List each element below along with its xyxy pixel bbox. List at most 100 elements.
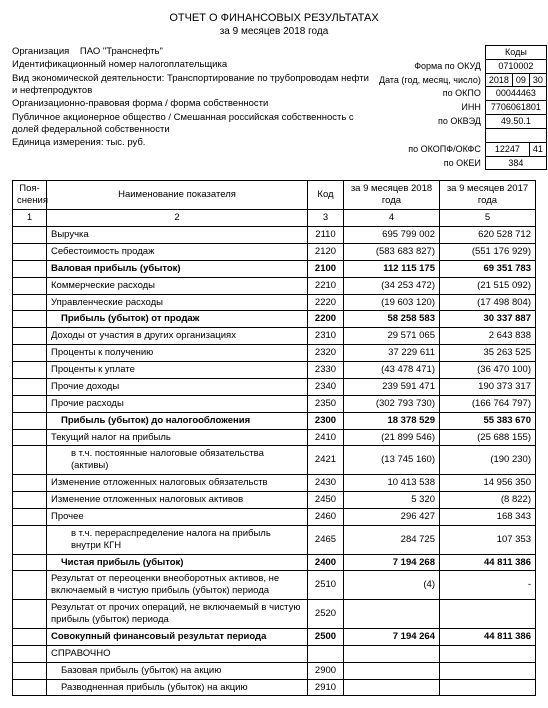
row-v17 <box>440 600 536 629</box>
row-v18: 284 725 <box>344 525 440 554</box>
table-row: Валовая прибыль (убыток)2100112 115 1756… <box>13 260 536 277</box>
row-name: Результат от переоценки внеоборотных акт… <box>47 571 308 600</box>
row-code: 2340 <box>308 378 344 395</box>
row-code: 2310 <box>308 328 344 345</box>
row-v17: (190 230) <box>440 446 536 475</box>
row-poy <box>13 571 47 600</box>
row-v18: 695 799 002 <box>344 227 440 244</box>
row-v17: 44 811 386 <box>440 628 536 645</box>
row-code: 2400 <box>308 554 344 571</box>
row-poy <box>13 475 47 492</box>
row-name: Прибыль (убыток) до налогообложения <box>47 412 308 429</box>
row-code: 2460 <box>308 508 344 525</box>
row-poy <box>13 628 47 645</box>
row-code: 2220 <box>308 294 344 311</box>
okopf2: 41 <box>529 142 546 156</box>
row-code: 2500 <box>308 628 344 645</box>
row-code: 2421 <box>308 446 344 475</box>
row-v17: 620 528 712 <box>440 227 536 244</box>
okei-label: по ОКЕИ <box>376 156 485 170</box>
col-2018: за 9 месяцев 2018 года <box>344 181 440 210</box>
coln-4: 4 <box>344 210 440 227</box>
row-v18: (583 683 827) <box>344 243 440 260</box>
okud-label: Форма по ОКУД <box>376 59 485 73</box>
col-2017: за 9 месяцев 2017 года <box>440 181 536 210</box>
coln-5: 5 <box>440 210 536 227</box>
row-code: 2320 <box>308 345 344 362</box>
row-poy <box>13 554 47 571</box>
row-code: 2200 <box>308 311 344 328</box>
row-v17: (36 470 100) <box>440 362 536 379</box>
row-name: Коммерческие расходы <box>47 277 308 294</box>
okopf-label: по ОКОПФ/ОКФС <box>376 142 485 156</box>
row-poy <box>13 508 47 525</box>
codes-header: Коды <box>485 46 546 60</box>
date-m: 09 <box>512 73 529 87</box>
report-subtitle: за 9 месяцев 2018 года <box>12 26 536 37</box>
row-poy <box>13 311 47 328</box>
okved-label: по ОКВЭД <box>376 114 485 128</box>
table-row: Изменение отложенных налоговых обязатель… <box>13 475 536 492</box>
row-v17: - <box>440 571 536 600</box>
report-title: ОТЧЕТ О ФИНАНСОВЫХ РЕЗУЛЬТАТАХ <box>12 12 536 24</box>
okved: 49.50.1 <box>485 114 546 128</box>
row-poy <box>13 492 47 509</box>
row-v17: 107 353 <box>440 525 536 554</box>
row-v18: (19 603 120) <box>344 294 440 311</box>
row-v17: 190 373 317 <box>440 378 536 395</box>
row-v17: (21 515 092) <box>440 277 536 294</box>
row-poy <box>13 260 47 277</box>
table-row: Базовая прибыль (убыток) на акцию2900 <box>13 662 536 679</box>
okopf1: 12247 <box>485 142 529 156</box>
row-v18: 58 258 583 <box>344 311 440 328</box>
form-value: Публичное акционерное общество / Смешанн… <box>12 112 370 137</box>
activity-label: Вид экономической деятельности: Транспор… <box>12 73 370 98</box>
row-v18: (4) <box>344 571 440 600</box>
row-code: 2210 <box>308 277 344 294</box>
row-v18: 296 427 <box>344 508 440 525</box>
row-name: Доходы от участия в других организациях <box>47 328 308 345</box>
table-row: СПРАВОЧНО <box>13 645 536 662</box>
table-row: Прибыль (убыток) от продаж220058 258 583… <box>13 311 536 328</box>
row-name: Прочие доходы <box>47 378 308 395</box>
row-code: 2910 <box>308 679 344 696</box>
row-name: Базовая прибыль (убыток) на акцию <box>47 662 308 679</box>
row-v17: (166 764 797) <box>440 395 536 412</box>
row-name: Прочие расходы <box>47 395 308 412</box>
row-name: Изменение отложенных налоговых обязатель… <box>47 475 308 492</box>
table-row: Проценты к уплате2330(43 478 471)(36 470… <box>13 362 536 379</box>
table-row: Текущий налог на прибыль2410(21 899 546)… <box>13 429 536 446</box>
row-poy <box>13 446 47 475</box>
row-name: Прибыль (убыток) от продаж <box>47 311 308 328</box>
inn-code-label: ИНН <box>376 101 485 115</box>
row-code <box>308 645 344 662</box>
okei: 384 <box>485 156 546 170</box>
okpo: 00044463 <box>485 87 546 101</box>
row-name: Текущий налог на прибыль <box>47 429 308 446</box>
table-row: Прибыль (убыток) до налогообложения23001… <box>13 412 536 429</box>
row-name: Управленческие расходы <box>47 294 308 311</box>
row-poy <box>13 328 47 345</box>
row-v18: (13 745 160) <box>344 446 440 475</box>
row-code: 2410 <box>308 429 344 446</box>
row-name: СПРАВОЧНО <box>47 645 308 662</box>
row-name: Результат от прочих операций, не включае… <box>47 600 308 629</box>
row-name: Разводненная прибыль (убыток) на акцию <box>47 679 308 696</box>
row-v17 <box>440 645 536 662</box>
inn-code: 7706061801 <box>485 101 546 115</box>
table-row: Прочие доходы2340239 591 471190 373 317 <box>13 378 536 395</box>
row-v18 <box>344 662 440 679</box>
row-v17: 44 811 386 <box>440 554 536 571</box>
header-left: Организация ПАО "Транснефть" Идентификац… <box>12 45 376 170</box>
row-v18: 112 115 175 <box>344 260 440 277</box>
row-v18: (302 793 730) <box>344 395 440 412</box>
row-v18 <box>344 645 440 662</box>
row-name: в т.ч. постоянные налоговые обязательств… <box>47 446 308 475</box>
row-poy <box>13 227 47 244</box>
row-name: Изменение отложенных налоговых активов <box>47 492 308 509</box>
row-v17: (8 822) <box>440 492 536 509</box>
table-row: Результат от переоценки внеоборотных акт… <box>13 571 536 600</box>
row-v18: (21 899 546) <box>344 429 440 446</box>
table-row: Прочее2460296 427168 343 <box>13 508 536 525</box>
row-v17: 69 351 783 <box>440 260 536 277</box>
